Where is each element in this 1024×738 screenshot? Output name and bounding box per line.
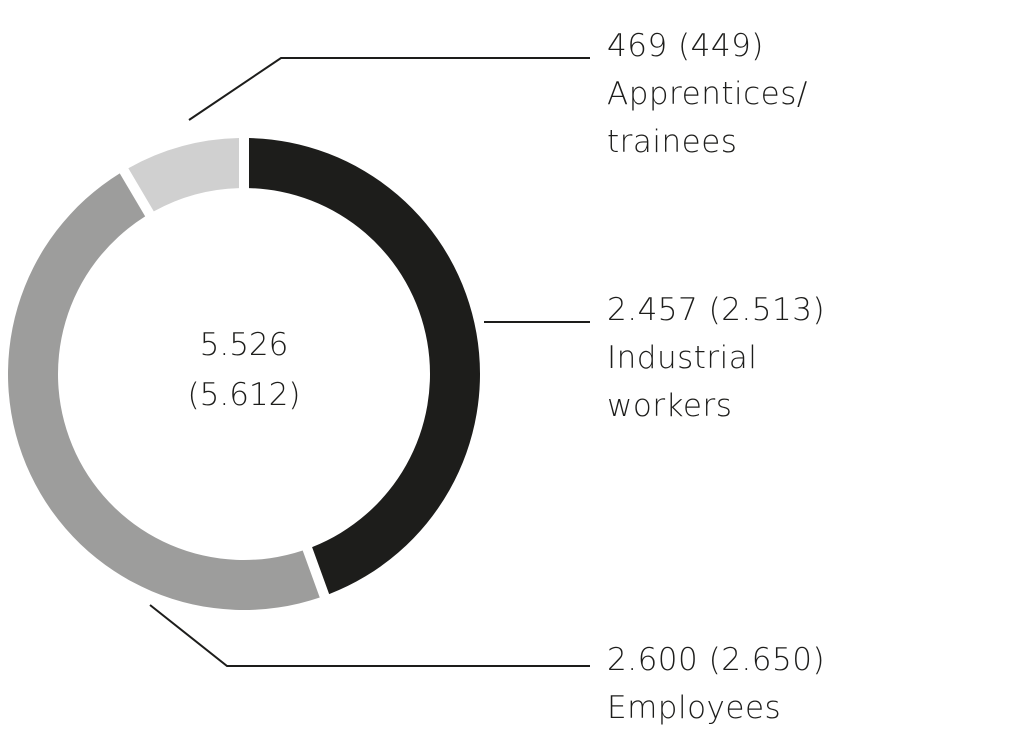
slice-apprentices-trainees: [128, 138, 240, 212]
value-label: 2.457 (2.513): [607, 292, 826, 328]
value-label: 2.600 (2.650): [607, 642, 826, 678]
slice-employees: [8, 173, 320, 610]
value-label: 469 (449): [607, 28, 764, 64]
category-label: workers: [607, 388, 733, 424]
slice-industrial-workers: [248, 138, 480, 595]
center-total: 5.526 (5.612): [144, 320, 344, 420]
category-label: trainees: [607, 124, 738, 160]
category-label: Employees: [607, 690, 782, 726]
label-industrial-workers: 2.457 (2.513) Industrial workers: [607, 286, 825, 430]
label-employees: 2.600 (2.650) Employees: [607, 636, 825, 732]
label-apprentices: 469 (449) Apprentices/ trainees: [607, 22, 808, 166]
total-previous: (5.612): [187, 377, 301, 413]
category-label: Apprentices/: [607, 76, 808, 112]
leader-line-apprentices: [188, 57, 590, 121]
category-label: Industrial: [607, 340, 758, 376]
total-value: 5.526: [199, 327, 289, 363]
leader-line-employees: [149, 604, 590, 667]
